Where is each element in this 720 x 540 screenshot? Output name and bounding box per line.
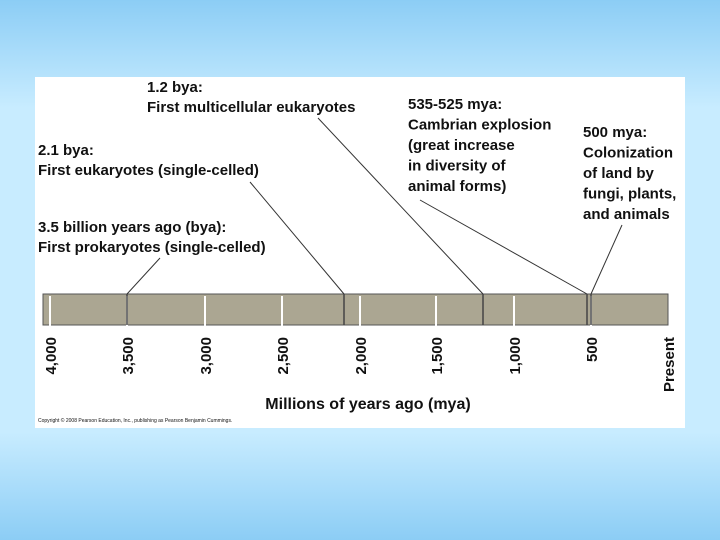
event-text: 535-525 mya: <box>408 96 502 113</box>
tick-label: 4,000 <box>43 337 60 375</box>
leader-line <box>126 257 161 295</box>
leader-line <box>590 224 623 295</box>
tick-label: 2,500 <box>275 337 292 375</box>
event-text: 1.2 bya: <box>147 79 203 96</box>
event-text: 2.1 bya: <box>38 142 94 159</box>
event-text: First prokaryotes (single-celled) <box>38 239 266 256</box>
event-text: and animals <box>583 206 670 223</box>
event-text: First multicellular eukaryotes <box>147 99 355 116</box>
event-text: animal forms) <box>408 178 506 195</box>
event-text: Colonization <box>583 145 673 162</box>
leader-line <box>419 199 588 295</box>
event-text: 3.5 billion years ago (bya): <box>38 219 226 236</box>
tick-label: 1,000 <box>507 337 524 375</box>
event-text: (great increase <box>408 137 515 154</box>
leader-line <box>317 117 484 295</box>
tick-label: 2,000 <box>353 337 370 375</box>
event-text: of land by <box>583 165 654 182</box>
timeline-bar <box>42 293 669 326</box>
event-text: in diversity of <box>408 158 507 175</box>
tick-label: 3,500 <box>120 337 137 375</box>
event-text: 500 mya: <box>583 124 647 141</box>
event-text: fungi, plants, <box>583 186 676 203</box>
tick-label: 3,000 <box>198 337 215 375</box>
tick-label: 500 <box>584 337 601 362</box>
tick-label: Present <box>661 337 678 392</box>
copyright: Copyright © 2008 Pearson Education, Inc.… <box>38 417 232 424</box>
axis-label: Millions of years ago (mya) <box>265 396 470 413</box>
event-text: First eukaryotes (single-celled) <box>38 162 259 179</box>
leader-line <box>249 181 345 295</box>
tick-label: 1,500 <box>429 337 446 375</box>
event-text: Cambrian explosion <box>408 117 551 134</box>
panel <box>35 77 685 428</box>
